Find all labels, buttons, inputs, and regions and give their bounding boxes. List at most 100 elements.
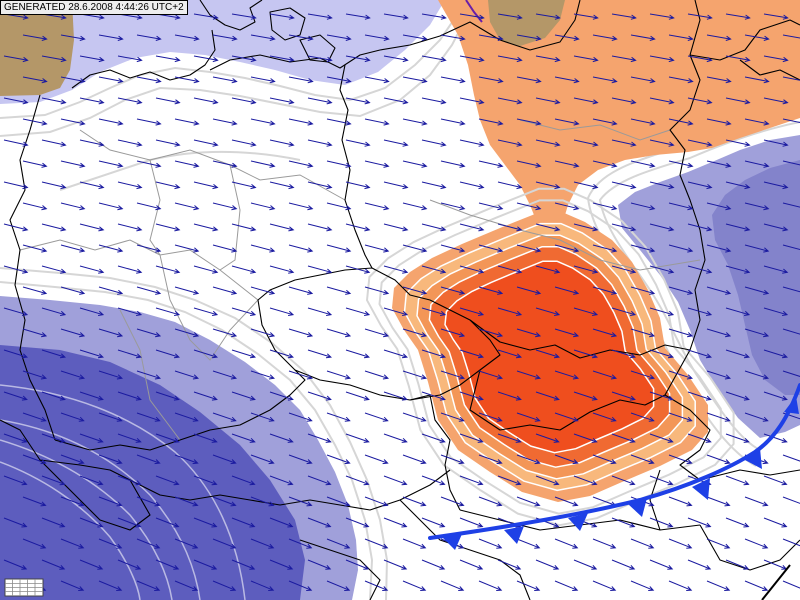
wind-arrow <box>345 307 371 316</box>
wind-arrow <box>345 265 371 274</box>
wind-arrow <box>497 475 522 486</box>
wind-arrow <box>307 55 333 63</box>
wind-arrow <box>117 433 142 443</box>
wind-arrow <box>269 559 294 570</box>
wind-arrow <box>231 433 256 443</box>
wind-arrow <box>706 34 732 41</box>
wind-arrow <box>402 34 428 41</box>
wind-arrow <box>725 139 751 147</box>
wind-arrow <box>307 265 333 274</box>
wind-arrow <box>174 454 199 465</box>
wind-arrow <box>535 55 561 63</box>
wind-arrow <box>573 265 599 274</box>
wind-arrow <box>744 328 770 338</box>
wind-arrow <box>763 55 789 63</box>
wind-arrow <box>307 433 332 443</box>
wind-arrow <box>3 559 28 570</box>
wind-arrow <box>326 580 351 591</box>
wind-arrow <box>60 160 86 168</box>
wind-arrow <box>763 139 789 147</box>
wind-arrow <box>79 307 105 316</box>
wind-arrow <box>98 244 124 253</box>
wind-arrow <box>212 328 238 338</box>
wind-arrow <box>535 475 560 486</box>
wind-arrow <box>60 328 86 338</box>
wind-arrow <box>687 223 713 232</box>
wind-arrow <box>687 307 713 316</box>
tan-field-north <box>488 0 565 46</box>
cold-front-triangle <box>628 498 647 517</box>
wind-arrow <box>326 538 351 549</box>
wind-arrow <box>782 370 800 377</box>
wind-arrow <box>136 160 162 168</box>
wind-arrow <box>440 34 466 41</box>
wind-arrow <box>383 55 409 63</box>
wind-arrow <box>41 55 67 63</box>
wind-arrow <box>136 538 161 549</box>
isoline <box>378 199 722 515</box>
wind-arrow <box>478 160 504 168</box>
wind-arrow <box>383 265 409 274</box>
wind-arrow <box>497 55 523 63</box>
wind-arrow <box>193 55 219 63</box>
wind-arrow <box>706 160 732 168</box>
wind-arrow <box>155 265 181 274</box>
cold-front-triangle <box>745 448 762 469</box>
wind-arrow <box>212 412 237 422</box>
wind-arrow <box>744 202 770 211</box>
wind-arrow <box>497 265 523 274</box>
wind-arrow <box>725 223 751 232</box>
wind-arrow <box>782 454 800 462</box>
wind-arrow <box>554 580 579 591</box>
wind-arrow <box>440 370 465 380</box>
wind-arrow <box>174 286 200 295</box>
wind-arrow <box>212 370 237 380</box>
wind-arrow <box>668 160 694 168</box>
wind-arrow <box>288 202 314 211</box>
wind-arrow <box>706 580 731 591</box>
wind-arrow <box>326 412 351 422</box>
wind-arrow <box>3 223 29 232</box>
wind-arrow <box>364 160 390 168</box>
wind-arrow <box>459 265 485 274</box>
wind-arrow <box>383 391 408 401</box>
wind-arrow <box>250 454 275 465</box>
cold-field-southwest-core <box>0 345 305 600</box>
wind-arrow <box>630 538 655 549</box>
wind-arrow <box>231 559 256 570</box>
wind-arrow <box>22 160 48 168</box>
wind-arrow <box>725 265 751 274</box>
state-line <box>119 309 181 441</box>
wind-arrow <box>79 265 105 274</box>
wind-arrow <box>136 244 162 253</box>
wind-arrow <box>725 517 750 528</box>
wind-arrow <box>440 244 466 253</box>
wind-arrow <box>554 76 580 84</box>
isoline <box>0 461 141 600</box>
wind-arrow <box>535 391 560 401</box>
wind-arrow <box>782 580 800 589</box>
wind-arrow <box>535 139 561 147</box>
wind-arrow <box>22 202 48 211</box>
wind-arrow <box>345 97 371 105</box>
wind-arrow <box>535 181 561 190</box>
wind-arrow <box>136 202 162 211</box>
wind-arrow <box>22 496 47 507</box>
wind-arrow <box>649 265 675 274</box>
wind-arrow <box>554 160 580 168</box>
isoline <box>0 9 471 137</box>
wind-arrow <box>117 517 142 528</box>
wind-arrow <box>497 181 523 190</box>
wind-arrow <box>326 496 351 507</box>
wind-arrow <box>3 265 29 274</box>
isoline <box>0 281 374 600</box>
wind-arrow <box>231 223 257 232</box>
wind-arrow <box>60 496 85 507</box>
wind-arrow <box>269 517 294 528</box>
wind-arrow <box>554 496 579 507</box>
wind-arrow <box>744 580 769 591</box>
wind-arrow <box>383 559 408 570</box>
wind-arrow <box>478 538 503 549</box>
wind-arrow <box>668 496 693 507</box>
